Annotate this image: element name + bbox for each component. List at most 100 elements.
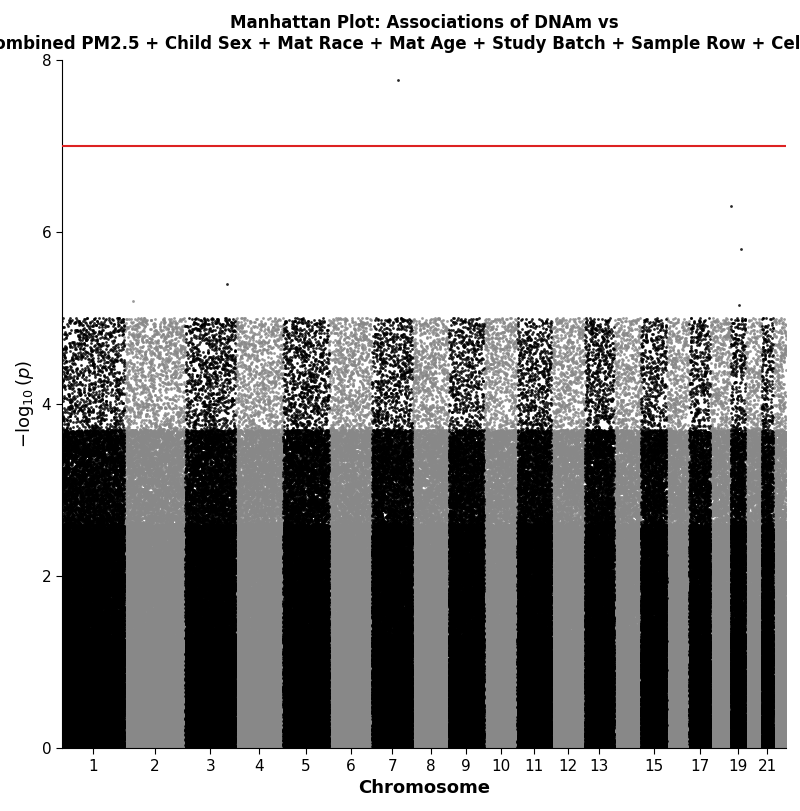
Point: [634, 400, 646, 413]
Point: [465, 586, 478, 599]
Point: [251, 648, 264, 661]
Point: [195, 438, 208, 451]
Point: [215, 552, 228, 565]
Point: [662, 740, 674, 753]
Point: [778, 677, 790, 690]
Point: [754, 692, 766, 705]
Point: [412, 577, 425, 590]
Point: [330, 564, 343, 577]
Point: [756, 663, 769, 676]
Point: [122, 470, 134, 483]
Point: [202, 640, 215, 653]
Point: [505, 634, 518, 647]
Point: [169, 464, 182, 477]
Point: [586, 527, 599, 540]
Point: [668, 480, 681, 493]
Point: [231, 727, 244, 740]
Point: [754, 557, 766, 570]
Point: [706, 702, 719, 714]
Point: [776, 620, 789, 633]
Point: [602, 597, 615, 610]
Point: [236, 455, 249, 468]
Point: [319, 685, 332, 698]
Point: [215, 461, 228, 474]
Point: [265, 699, 278, 712]
Point: [225, 641, 238, 654]
Point: [108, 536, 121, 549]
Point: [589, 729, 602, 742]
Point: [538, 732, 550, 744]
Point: [448, 669, 461, 682]
Point: [734, 450, 746, 463]
Point: [558, 548, 571, 561]
Point: [609, 526, 622, 539]
Point: [341, 663, 354, 676]
Point: [694, 698, 707, 711]
Point: [534, 507, 547, 520]
Point: [722, 645, 735, 658]
Point: [251, 738, 264, 751]
Point: [494, 480, 507, 493]
Point: [160, 674, 173, 687]
Point: [72, 637, 85, 650]
Point: [657, 684, 670, 697]
Point: [318, 620, 330, 633]
Point: [391, 703, 404, 716]
Point: [413, 642, 426, 654]
Point: [320, 698, 333, 711]
Point: [702, 524, 715, 537]
Point: [113, 735, 126, 748]
Point: [480, 641, 493, 654]
Point: [416, 610, 429, 623]
Point: [540, 551, 553, 564]
Point: [131, 462, 144, 475]
Point: [478, 435, 491, 448]
Point: [185, 539, 198, 551]
Point: [288, 740, 301, 753]
Point: [214, 722, 227, 735]
Point: [734, 537, 747, 550]
Point: [590, 739, 602, 752]
Point: [410, 670, 423, 683]
Point: [174, 426, 186, 439]
Point: [351, 549, 364, 562]
Point: [720, 741, 733, 754]
Point: [619, 657, 632, 670]
Point: [774, 630, 786, 643]
Point: [572, 642, 585, 655]
Point: [352, 564, 365, 577]
Point: [95, 448, 108, 461]
Point: [776, 686, 789, 699]
Point: [382, 624, 394, 637]
Point: [666, 479, 678, 492]
Point: [595, 702, 608, 715]
Point: [307, 726, 320, 739]
Point: [227, 580, 240, 593]
Point: [693, 458, 706, 471]
Point: [510, 705, 523, 718]
Point: [397, 665, 410, 678]
Point: [89, 710, 102, 723]
Point: [294, 604, 306, 617]
Point: [179, 621, 192, 634]
Point: [308, 525, 321, 538]
Point: [706, 689, 718, 702]
Point: [578, 628, 590, 641]
Point: [468, 669, 481, 682]
Point: [700, 735, 713, 748]
Point: [385, 665, 398, 678]
Point: [139, 629, 152, 642]
Point: [636, 521, 649, 534]
Point: [206, 676, 218, 689]
Point: [98, 528, 111, 541]
Point: [380, 637, 393, 650]
Point: [710, 449, 723, 462]
Point: [302, 545, 315, 558]
Point: [249, 456, 262, 469]
Point: [750, 528, 763, 541]
Point: [240, 664, 253, 677]
Point: [363, 500, 376, 513]
Point: [71, 659, 84, 672]
Point: [748, 409, 761, 422]
Point: [553, 481, 566, 494]
